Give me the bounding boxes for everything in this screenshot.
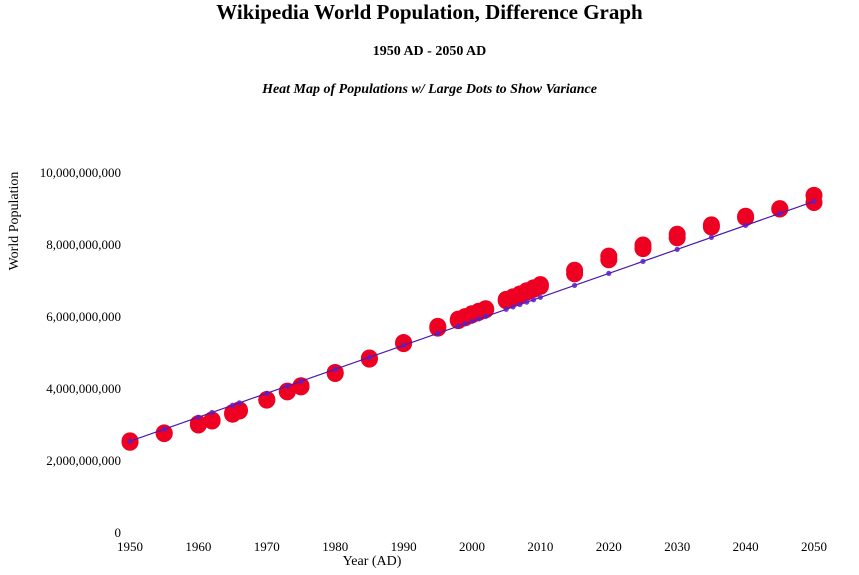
trend-marker [230,402,236,408]
trend-marker [640,258,646,264]
trend-marker [469,318,475,324]
x-tick-label: 1990 [391,539,417,554]
trend-marker [476,316,482,322]
data-point [155,424,173,442]
data-point [203,411,221,429]
x-tick-label: 2020 [596,539,622,554]
trend-marker [743,222,749,229]
trend-marker [811,198,817,205]
trend-marker [510,304,516,310]
data-point [326,363,344,381]
trend-marker [332,366,338,372]
trend-marker [462,321,468,327]
trend-marker [572,282,578,288]
chart-subtitle: 1950 AD - 2050 AD [372,44,487,59]
trend-marker [161,426,167,432]
x-tick-label: 2040 [733,539,759,554]
trend-marker [524,299,530,305]
data-point [566,261,584,279]
chart-title: Wikipedia World Population, Difference G… [216,0,643,24]
trend-marker [517,301,523,308]
trend-marker [195,414,201,420]
y-tick-label: 0 [115,525,122,540]
y-tick-label: 6,000,000,000 [46,309,121,324]
data-point [395,334,413,352]
y-tick-label: 8,000,000,000 [46,237,121,252]
x-axis-ticks: 1950 1960 1970 1980 1990 2000 2010 2020 2030 2040… [117,539,827,554]
data-point [292,377,310,395]
trend-marker [284,383,290,389]
trend-marker [127,438,133,444]
y-tick-label: 2,000,000,000 [46,453,121,468]
x-tick-label: 1970 [254,539,280,554]
trend-marker [530,297,537,303]
data-point [230,401,248,419]
data-point [668,225,686,243]
y-tick-label: 10,000,000,000 [40,165,121,180]
data-point [477,300,495,318]
trend-marker [401,342,407,348]
trend-marker [455,323,461,329]
chart-subtitle-secondary: Heat Map of Populations w/ Large Dots to… [262,82,597,97]
data-point [702,216,720,234]
data-point [771,200,789,218]
trend-line-group [127,198,817,444]
data-point [737,207,755,225]
data-point [600,247,618,265]
data-point [805,186,823,204]
trend-marker [503,306,509,312]
x-axis-title: Year (AD) [343,554,402,569]
trend-marker [777,210,783,217]
trend-marker [483,313,489,320]
y-tick-label: 4,000,000,000 [46,381,121,396]
x-tick-label: 2050 [801,539,827,554]
x-tick-label: 1950 [117,539,143,554]
trend-marker [264,390,270,396]
y-axis-title: World Population [7,172,22,271]
x-tick-label: 2030 [664,539,690,554]
trend-marker [537,294,544,300]
trend-marker [366,354,372,360]
data-point [634,236,652,254]
trend-marker [236,400,243,406]
x-tick-label: 1980 [322,539,348,554]
trend-marker [606,270,612,276]
x-tick-label: 2010 [527,539,553,554]
trend-marker [209,409,215,416]
trend-marker [708,234,715,241]
y-axis-ticks: 0 2,000,000,000 4,000,000,000 6,000,000,000… [40,165,121,540]
data-point [531,276,549,294]
x-tick-label: 1960 [185,539,211,554]
trend-marker [674,246,680,252]
trend-marker [298,378,304,384]
x-tick-label: 2000 [459,539,485,554]
data-point [429,317,447,335]
trend-marker [435,330,441,336]
